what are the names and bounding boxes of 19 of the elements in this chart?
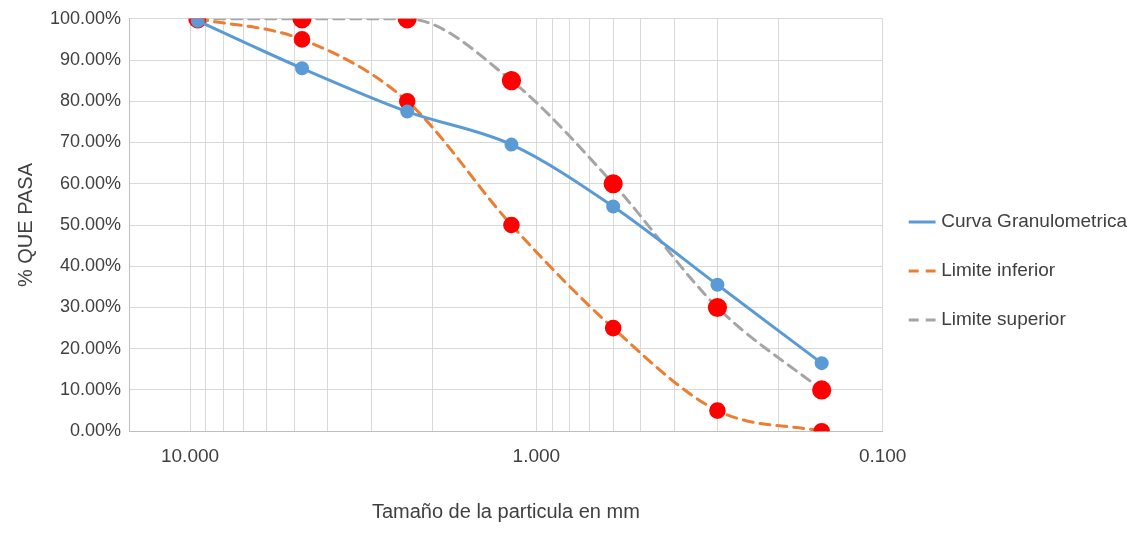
x-tick-label: 0.100 bbox=[858, 444, 907, 466]
x-tick-label: 10.000 bbox=[160, 444, 220, 466]
x-axis-title: Tamaño de la particula en mm bbox=[371, 499, 640, 522]
y-tick-label: 30.00% bbox=[60, 296, 122, 317]
y-axis-title: % QUE PASA bbox=[13, 162, 36, 288]
legend-label: Limite superior bbox=[941, 308, 1067, 330]
legend-label: Limite inferior bbox=[941, 259, 1056, 281]
y-tick-label: 10.00% bbox=[60, 378, 122, 399]
y-tick-label: 50.00% bbox=[60, 213, 122, 234]
y-tick-label: 90.00% bbox=[60, 49, 122, 70]
y-tick-label: 70.00% bbox=[60, 131, 122, 152]
x-tick-label: 1.000 bbox=[512, 444, 561, 466]
y-tick-label: 100.00% bbox=[50, 7, 122, 28]
y-tick-label: 40.00% bbox=[60, 255, 122, 276]
y-tick-label: 60.00% bbox=[60, 172, 122, 193]
y-tick-label: 0.00% bbox=[70, 420, 122, 441]
y-tick-label: 20.00% bbox=[60, 337, 122, 358]
legend-label: Curva Granulometrica bbox=[941, 210, 1128, 232]
y-tick-label: 80.00% bbox=[60, 90, 122, 111]
